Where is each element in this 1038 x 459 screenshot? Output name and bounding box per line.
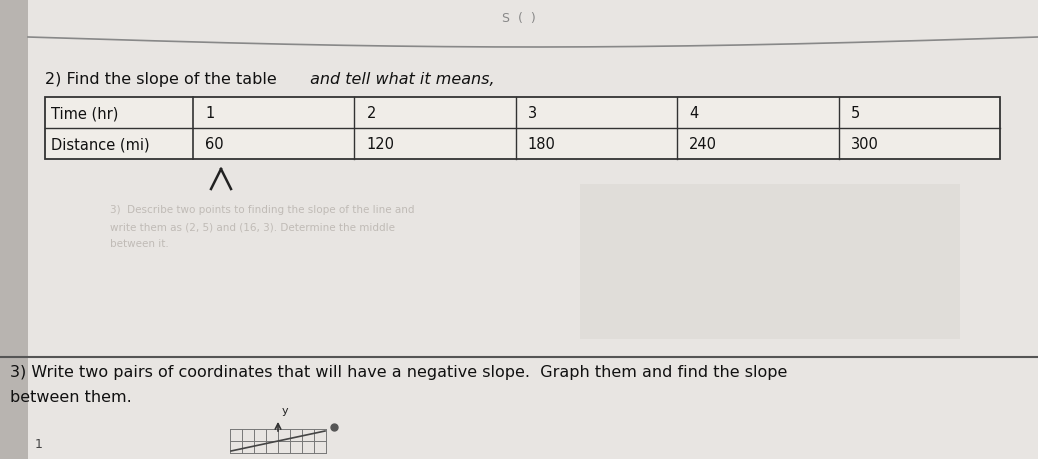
Text: 4: 4 (689, 106, 699, 121)
Text: 300: 300 (850, 137, 878, 151)
Text: 5: 5 (850, 106, 859, 121)
Text: 2) Find the slope of the table: 2) Find the slope of the table (45, 72, 277, 87)
Text: and tell what it means,: and tell what it means, (305, 72, 495, 87)
Text: between them.: between them. (10, 389, 132, 404)
Text: 3: 3 (527, 106, 537, 121)
Text: Distance (mi): Distance (mi) (51, 137, 149, 151)
Bar (45, 98, 1000, 160)
Text: write them as (2, 5) and (16, 3). Determine the middle: write them as (2, 5) and (16, 3). Determ… (110, 222, 395, 231)
Text: 1: 1 (35, 437, 43, 450)
Text: 3) Write two pairs of coordinates that will have a negative slope.  Graph them a: 3) Write two pairs of coordinates that w… (10, 364, 788, 379)
Text: 2: 2 (366, 106, 376, 121)
Text: 240: 240 (689, 137, 717, 151)
Text: Time (hr): Time (hr) (51, 106, 118, 121)
Text: 120: 120 (366, 137, 394, 151)
Text: 180: 180 (527, 137, 555, 151)
Text: S  (  ): S ( ) (502, 12, 536, 25)
Bar (580, 185, 960, 339)
Text: 3)  Describe two points to finding the slope of the line and: 3) Describe two points to finding the sl… (110, 205, 414, 214)
Text: y: y (282, 405, 289, 415)
Bar (0, 0, 28, 459)
Text: 1: 1 (204, 106, 214, 121)
Text: between it.: between it. (110, 239, 169, 248)
Text: 60: 60 (204, 137, 223, 151)
